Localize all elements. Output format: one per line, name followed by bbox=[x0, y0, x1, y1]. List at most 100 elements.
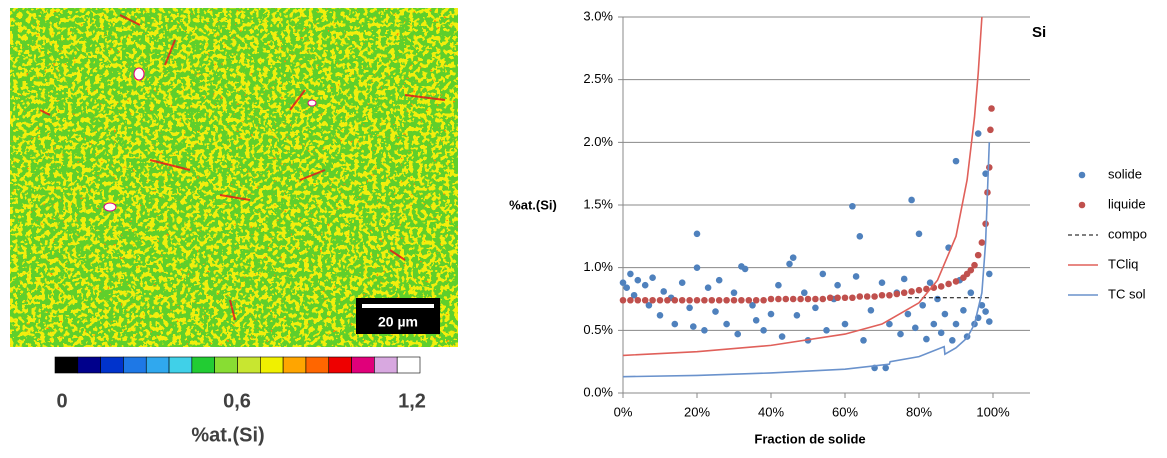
colorbar: 0 0,6 1,2 bbox=[54, 356, 426, 412]
x-axis-label: Fraction de solide bbox=[754, 431, 865, 446]
data-point bbox=[664, 296, 671, 304]
colorbar-swatch bbox=[191, 356, 215, 374]
colorbar-swatch bbox=[305, 356, 330, 374]
data-point bbox=[982, 170, 989, 177]
data-point bbox=[741, 265, 749, 273]
data-point bbox=[915, 286, 923, 294]
y-tick-label: 2.0% bbox=[583, 134, 613, 149]
data-point bbox=[656, 296, 664, 304]
data-point bbox=[693, 264, 701, 271]
y-tick-label: 1.0% bbox=[583, 259, 613, 274]
data-point bbox=[690, 323, 697, 330]
x-tick-label: 20% bbox=[684, 404, 710, 419]
x-tick-label: 100% bbox=[976, 404, 1010, 419]
data-point bbox=[860, 337, 867, 344]
data-point bbox=[812, 295, 819, 303]
y-tick-label: 1.5% bbox=[583, 196, 613, 211]
data-point bbox=[849, 294, 856, 302]
data-point bbox=[649, 274, 656, 281]
colorbar-swatch bbox=[77, 356, 101, 374]
data-point bbox=[823, 327, 830, 334]
data-point bbox=[804, 295, 812, 303]
series-line bbox=[622, 16, 983, 357]
legend-marker bbox=[1078, 171, 1086, 179]
series-line bbox=[622, 142, 991, 378]
data-point bbox=[686, 296, 693, 304]
scale-bar-label: 20 µm bbox=[378, 314, 418, 330]
data-point bbox=[649, 296, 656, 304]
colorbar-swatch bbox=[214, 356, 238, 374]
colorbar-swatch bbox=[237, 356, 261, 374]
data-point bbox=[671, 320, 679, 328]
colorbar-swatch bbox=[351, 356, 375, 374]
data-point bbox=[723, 296, 730, 304]
colorbar-swatch bbox=[282, 356, 307, 374]
data-point bbox=[660, 288, 667, 295]
data-point bbox=[630, 291, 638, 299]
data-point bbox=[641, 296, 649, 304]
data-point bbox=[986, 164, 993, 171]
data-point bbox=[834, 281, 841, 289]
data-point bbox=[841, 294, 849, 302]
data-point bbox=[878, 291, 886, 299]
data-point bbox=[904, 310, 912, 318]
colorbar-tick-label: 1,2 bbox=[398, 390, 426, 412]
data-point bbox=[760, 296, 767, 304]
y-tick-label: 0.5% bbox=[583, 322, 613, 337]
data-point bbox=[793, 311, 801, 319]
x-tick-label: 40% bbox=[758, 404, 784, 419]
colorbar-swatch bbox=[123, 356, 147, 374]
data-point bbox=[619, 279, 627, 287]
data-point bbox=[786, 260, 793, 268]
data-point bbox=[730, 296, 738, 304]
micrograph: 20 µm bbox=[10, 8, 458, 347]
data-point bbox=[871, 293, 878, 300]
data-point bbox=[778, 333, 786, 340]
colorbar-swatch bbox=[328, 356, 352, 374]
data-point bbox=[930, 320, 938, 328]
data-point bbox=[849, 202, 856, 210]
data-point bbox=[867, 306, 875, 314]
data-point bbox=[986, 270, 993, 278]
data-point bbox=[915, 230, 923, 238]
data-point bbox=[900, 275, 908, 283]
data-point bbox=[634, 296, 642, 304]
data-point bbox=[634, 276, 642, 284]
colorbar-tick-label: 0,6 bbox=[223, 390, 251, 412]
colorbar-swatch bbox=[260, 356, 284, 374]
legend-label: TC sol bbox=[1108, 286, 1146, 301]
data-point bbox=[678, 296, 686, 304]
data-point bbox=[627, 296, 634, 304]
data-point bbox=[978, 239, 986, 246]
data-point bbox=[937, 283, 945, 290]
legend-label: compo bbox=[1108, 226, 1147, 241]
chart-title: Si bbox=[1032, 24, 1046, 41]
data-point bbox=[967, 289, 975, 297]
data-point bbox=[775, 281, 782, 289]
data-point bbox=[934, 295, 941, 303]
data-point bbox=[819, 270, 827, 278]
data-point bbox=[704, 284, 712, 292]
data-point bbox=[775, 295, 782, 303]
data-point bbox=[752, 296, 760, 304]
data-point bbox=[852, 273, 860, 280]
y-tick-label: 0.0% bbox=[583, 384, 613, 399]
data-point bbox=[923, 335, 930, 343]
data-point bbox=[863, 293, 871, 300]
data-point bbox=[797, 295, 804, 303]
data-point bbox=[952, 278, 960, 285]
y-tick-label: 3.0% bbox=[583, 8, 613, 23]
data-point bbox=[945, 280, 952, 288]
colorbar-swatch bbox=[145, 356, 170, 374]
data-point bbox=[767, 295, 775, 303]
data-point bbox=[986, 318, 993, 325]
data-point bbox=[841, 320, 849, 328]
data-point bbox=[693, 296, 701, 304]
data-point bbox=[908, 196, 915, 204]
colorbar-swatch bbox=[396, 356, 421, 374]
data-point bbox=[982, 308, 989, 315]
colorbar-swatch bbox=[54, 356, 79, 374]
data-point bbox=[856, 233, 864, 240]
data-point bbox=[926, 279, 934, 287]
